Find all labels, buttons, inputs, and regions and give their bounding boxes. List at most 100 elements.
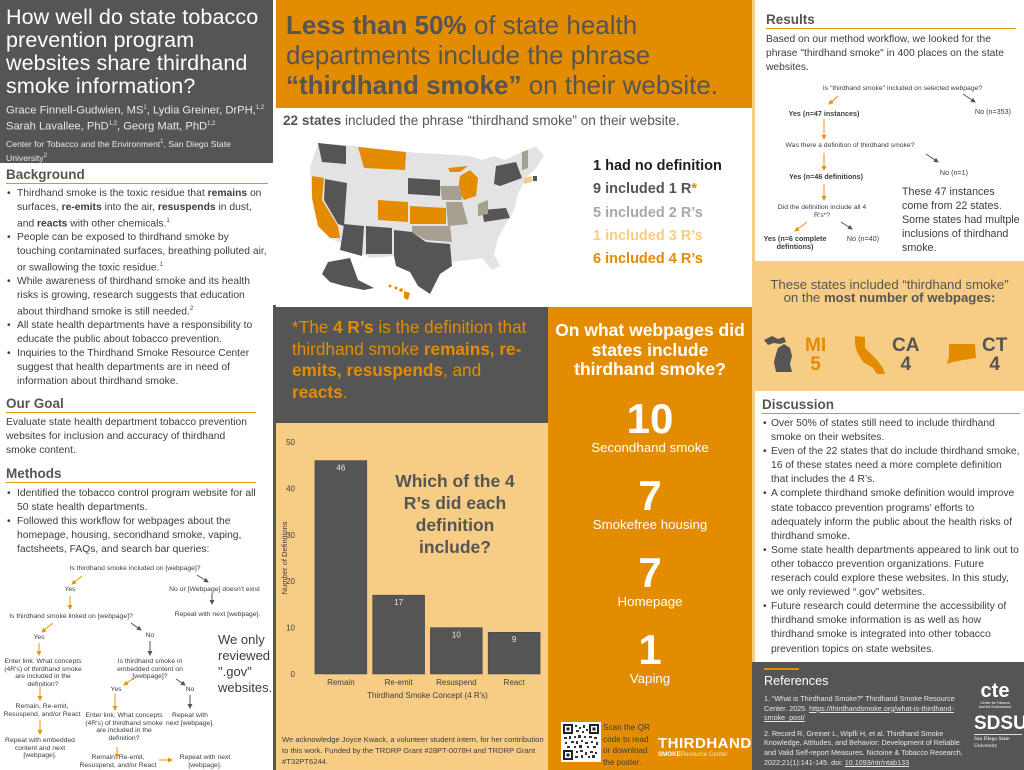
bar-react xyxy=(487,631,541,675)
legend-4r: 6 included 4 R’s xyxy=(593,251,703,268)
webpages-panel: On what webpages did states include thir… xyxy=(548,307,752,770)
webpage-count: 10 xyxy=(626,394,674,442)
result-yes1: Yes (n=47 instances) xyxy=(788,109,860,118)
discussion-item: Even of the 22 states that do include th… xyxy=(762,445,1020,487)
webpage-label: Smokefree housing xyxy=(592,516,708,532)
state-tx xyxy=(394,230,452,294)
bar-remain xyxy=(314,460,368,675)
result-no1: No (n=353) xyxy=(974,107,1012,116)
references-accent xyxy=(764,668,799,670)
state-ok xyxy=(412,226,452,242)
x-axis-label: Thirdhand Smoke Concept (4 R's) xyxy=(367,691,488,700)
state-wa xyxy=(318,143,346,164)
methods-heading: Methods xyxy=(6,466,256,483)
y-tick-label: 10 xyxy=(286,624,295,633)
webpage-count: 1 xyxy=(638,625,662,673)
x-tick-label: React xyxy=(504,678,526,687)
state-ks xyxy=(410,206,446,224)
webpage-stat: 7 Smokefree housing xyxy=(548,471,752,532)
x-tick-label: Remain xyxy=(327,678,355,687)
references-heading: References xyxy=(764,674,829,688)
top-state-mi: MI 5 xyxy=(805,335,827,375)
results-section: Results Based on our method workflow, we… xyxy=(766,12,1016,75)
thirdhand-smoke-logo: THIRDHAND SMOKEResource Center xyxy=(658,735,752,758)
reference-2-link[interactable]: 10.1093/ntr/ntab133 xyxy=(844,757,910,767)
flow-no2: No xyxy=(145,632,155,639)
connecticut-icon xyxy=(947,344,976,364)
result-q2: Was there a definition of thirdhand smok… xyxy=(785,142,915,149)
state-wv xyxy=(478,200,488,216)
methods-section: Methods Identified the tobacco control p… xyxy=(6,466,256,557)
state-ca xyxy=(312,176,340,238)
states-count-line: 22 states included the phrase “thirdhand… xyxy=(283,113,680,128)
state-sd xyxy=(408,178,440,196)
result-q1: Is "thirdhand smoke" included on selecte… xyxy=(822,85,983,92)
bar-chart: 0 10 20 30 40 50 Number of Definitions 46 Remain… xyxy=(280,438,541,700)
flow-repeat2: Repeat with next [webpage]. xyxy=(166,712,214,727)
background-item: While awareness of thirdhand smoke and i… xyxy=(6,275,268,319)
y-tick-label: 50 xyxy=(286,438,295,447)
webpages-heading: On what webpages did states include thir… xyxy=(555,320,745,379)
webpage-label: Homepage xyxy=(617,593,683,609)
bar-re-emit xyxy=(372,594,425,675)
reference-1-link[interactable]: https://thirdhandsmoke.org/what-is-third… xyxy=(764,703,954,723)
webpage-count: 7 xyxy=(638,548,662,596)
bar-value-label: 10 xyxy=(452,631,461,640)
top-state-ct: CT 4 xyxy=(982,335,1008,375)
reference-1: 1. “What is Thirdhand Smoke?” Thirdhand … xyxy=(764,694,955,723)
webpage-count: 7 xyxy=(638,471,662,519)
state-ak xyxy=(322,258,374,290)
state-mi xyxy=(458,170,478,200)
instances-note: These 47 instances come from 22 states. … xyxy=(902,186,1020,254)
webpage-label: Secondhand smoke xyxy=(591,439,709,455)
y-tick-label: 0 xyxy=(291,670,296,679)
bar-value-label: 46 xyxy=(336,464,345,473)
state-ct xyxy=(524,176,532,184)
methods-item: Followed this workflow for webpages abou… xyxy=(6,515,256,557)
state-mt xyxy=(358,147,406,170)
webpage-stat: 7 Homepage xyxy=(548,548,752,609)
legend-2r: 5 included 2 R’s xyxy=(593,204,703,221)
flow-q2: Is thirdhand smoke linked on [webpage]? xyxy=(9,613,133,620)
background-item: Thirdhand smoke is the toxic residue tha… xyxy=(6,187,268,231)
flow-enter1: Enter link. What concepts (4R's) of thir… xyxy=(4,658,82,688)
legend-1r: 9 included 1 R* xyxy=(593,181,697,198)
flow-q1: Is thirdhand smoke included on [webpage]… xyxy=(69,565,201,572)
discussion-item: Over 50% of states still need to include… xyxy=(762,417,1020,445)
y-tick-label: 30 xyxy=(286,531,295,540)
state-hi xyxy=(388,284,392,288)
state-nm xyxy=(366,226,392,254)
result-no3: No (n=40) xyxy=(846,234,880,243)
flow-enter2: Enter link. What concepts (4R's) of thir… xyxy=(85,712,163,742)
right-divider xyxy=(752,0,755,770)
title-box: How well do state tobacco prevention pro… xyxy=(0,0,273,163)
map-legend: 1 had no definition 9 included 1 R* 5 in… xyxy=(593,155,722,271)
michigan-icon xyxy=(764,336,792,372)
result-q3: Did the definition include all 4 R's*? xyxy=(777,204,867,219)
state-co xyxy=(378,200,408,222)
background-item: Inquiries to the Thirdhand Smoke Resourc… xyxy=(6,347,268,389)
webpage-label: Vaping xyxy=(629,670,671,686)
bar-value-label: 17 xyxy=(394,598,403,607)
legend-3r: 1 included 3 R’s xyxy=(593,227,703,244)
legend-1r-label: 9 included 1 R xyxy=(593,181,692,198)
results-heading: Results xyxy=(766,12,1016,29)
chart-area: 0 10 20 30 40 50 Number of Definitions 46 Remain… xyxy=(276,423,548,770)
state-nv xyxy=(324,179,347,226)
flow-q3: Is thirdhand smoke in embedded content o… xyxy=(117,658,183,681)
left-divider xyxy=(273,305,276,770)
state-ny xyxy=(494,162,522,186)
background-section: Background Thirdhand smoke is the toxic … xyxy=(6,167,268,389)
authors: Grace Finnell-Gudwien, MS1, Lydia Greine… xyxy=(6,104,265,133)
goal-section: Our Goal Evaluate state health departmen… xyxy=(6,396,256,458)
qr-code-icon[interactable] xyxy=(561,722,601,762)
chart-title: Which of the 4 R’s did each definition i… xyxy=(395,471,515,557)
flow-remain1: Remain, Re-emit, Resuspend, and/or React xyxy=(3,703,81,718)
four-rs-definition-box: *The 4 R’s is the definition that thirdh… xyxy=(276,307,548,423)
state-ia xyxy=(440,186,462,200)
cte-logo: cte Center for Tobacco and the Environme… xyxy=(978,680,1012,709)
flow-no3: No xyxy=(185,686,195,693)
poster-title: How well do state tobacco prevention pro… xyxy=(6,5,259,98)
flow-remain2: Remain, Re-emit, Resuspend, and/or React xyxy=(79,754,157,769)
result-no2: No (n=1) xyxy=(939,168,969,177)
